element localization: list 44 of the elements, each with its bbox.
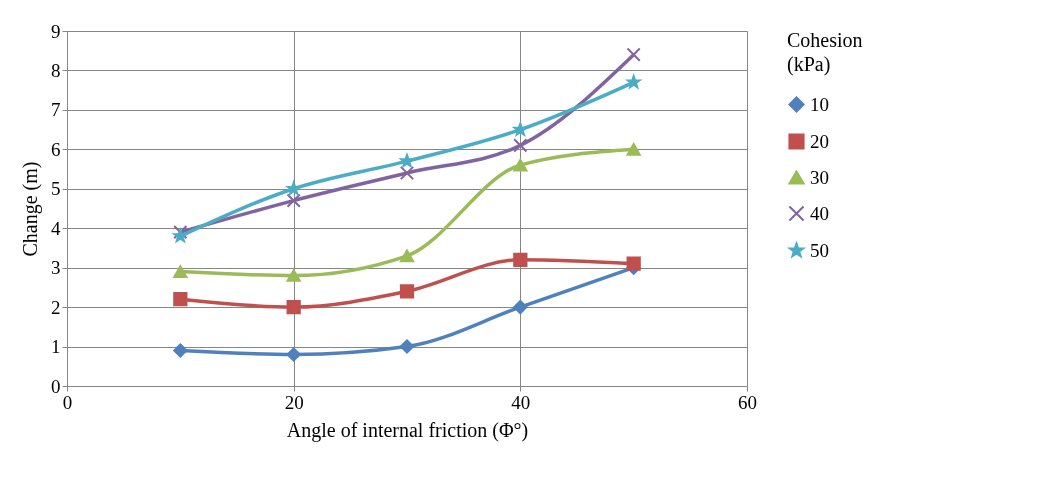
y-tick-label: 1	[51, 336, 61, 358]
x-axis-title: Angle of internal friction (Φ°)	[286, 418, 529, 442]
y-tick-label: 0	[51, 375, 61, 397]
point	[626, 47, 641, 62]
y-tick-label: 5	[51, 178, 61, 200]
point	[399, 249, 415, 263]
point	[399, 284, 415, 299]
point	[286, 193, 301, 208]
point	[513, 138, 528, 153]
y-tick-label: 8	[51, 59, 61, 81]
point	[399, 165, 415, 181]
point	[173, 292, 188, 307]
point	[511, 120, 528, 137]
point	[286, 269, 301, 282]
y-tick-label: 7	[51, 99, 61, 121]
point	[285, 179, 301, 196]
legend-label: 40	[810, 202, 829, 224]
legend-label: 50	[810, 239, 829, 261]
y-axis-title: Change (m)	[19, 161, 42, 257]
legend-title: Cohesion (kPa)	[787, 29, 863, 76]
x-tick-label: 60	[738, 391, 757, 413]
point	[626, 256, 641, 271]
legend-label: 30	[810, 166, 829, 188]
point	[171, 227, 188, 244]
point	[513, 299, 528, 315]
point	[286, 299, 301, 315]
point	[625, 73, 643, 90]
point	[173, 225, 188, 240]
legend-label: 20	[810, 130, 829, 152]
point	[626, 143, 641, 156]
y-tick-label: 2	[51, 296, 61, 318]
point	[173, 343, 188, 358]
point	[173, 265, 188, 278]
point	[513, 252, 528, 267]
point	[399, 339, 415, 354]
x-tick-label: 20	[284, 391, 304, 413]
point	[513, 158, 528, 172]
y-tick-label: 6	[51, 138, 61, 160]
y-tick-label: 9	[51, 20, 61, 42]
x-tick-label: 40	[511, 391, 531, 413]
legend-label: 10	[810, 93, 829, 115]
y-tick-label: 3	[51, 257, 61, 279]
point	[286, 347, 301, 362]
y-tick-label: 4	[51, 217, 61, 239]
